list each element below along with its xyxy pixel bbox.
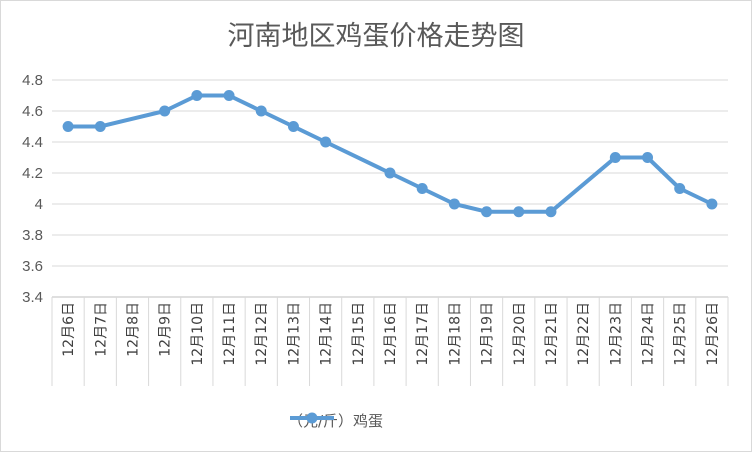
x-tick-label: 12月24日: [641, 302, 657, 366]
x-tick-label: 12月23日: [608, 302, 624, 366]
y-tick-label: 4.4: [22, 134, 43, 151]
x-tick-label: 12月15日: [351, 302, 367, 366]
data-point: [94, 121, 106, 132]
x-tick-label: 12月11日: [222, 302, 238, 366]
x-tick-label: 12月7日: [93, 302, 109, 357]
x-tick-label: 12月19日: [480, 302, 496, 366]
legend-marker-icon: [290, 412, 334, 424]
data-point: [642, 152, 654, 163]
data-point: [223, 90, 235, 101]
x-tick-label: 12月14日: [319, 302, 335, 366]
data-point: [416, 183, 428, 194]
y-tick-label: 3.6: [22, 258, 43, 275]
x-tick-label: 12月22日: [576, 302, 592, 366]
data-point: [706, 198, 718, 210]
x-tick-label: 12月8日: [125, 302, 141, 357]
x-tick-label: 12月9日: [158, 302, 174, 357]
y-tick-label: 3.8: [22, 227, 43, 244]
y-tick-label: 4.6: [22, 103, 43, 120]
data-point: [384, 167, 396, 179]
legend: （元/斤）鸡蛋: [288, 408, 383, 432]
chart-title: 河南地区鸡蛋价格走势图: [227, 21, 525, 52]
x-tick-label: 12月13日: [286, 302, 302, 366]
data-point: [320, 136, 332, 148]
y-tick-label: 3.4: [22, 289, 43, 306]
x-tick-label: 12月20日: [512, 302, 528, 366]
data-point: [62, 121, 74, 132]
x-tick-label: 12月10日: [190, 302, 206, 366]
data-point: [609, 152, 621, 163]
x-tick-label: 12月6日: [61, 302, 77, 357]
data-point: [545, 206, 557, 218]
data-point: [448, 198, 460, 210]
data-point: [674, 183, 686, 194]
data-point: [159, 105, 171, 117]
data-point: [481, 206, 493, 218]
y-tick-label: 4: [35, 196, 43, 213]
x-tick-label: 12月25日: [673, 302, 689, 366]
x-tick-label: 12月16日: [383, 302, 399, 366]
data-point: [513, 206, 525, 218]
x-tick-label: 12月12日: [254, 302, 270, 366]
x-tick-label: 12月17日: [415, 302, 431, 366]
x-tick-label: 12月18日: [447, 302, 463, 366]
y-tick-label: 4.2: [22, 165, 43, 182]
y-tick-label: 4.8: [22, 72, 43, 89]
data-point: [287, 121, 299, 132]
data-point: [191, 90, 203, 101]
x-tick-label: 12月21日: [544, 302, 560, 366]
data-point: [255, 105, 267, 117]
x-tick-label: 12月26日: [705, 302, 721, 366]
